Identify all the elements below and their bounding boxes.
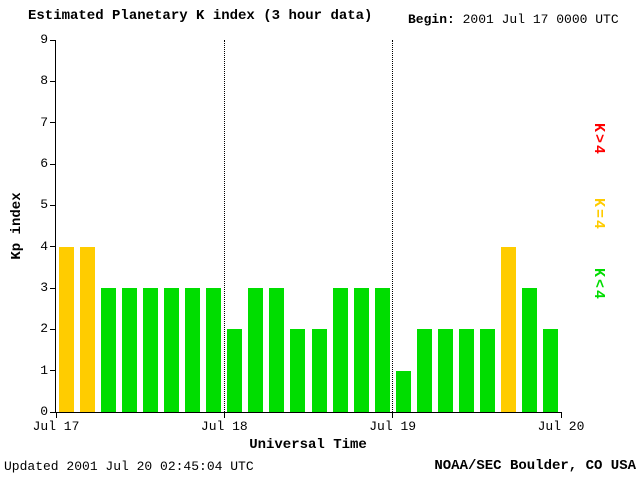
legend-item: K>4 [590, 123, 607, 157]
x-tick-label: Jul 18 [200, 419, 248, 434]
kp-bar [542, 329, 558, 412]
kp-bar [80, 246, 96, 412]
legend: K>4 K=4 K<4 [590, 0, 616, 480]
kp-bar [59, 246, 75, 412]
day-boundary-line [392, 40, 394, 412]
kp-bar [206, 288, 222, 412]
kp-bar [164, 288, 180, 412]
x-tick-label: Jul 19 [369, 419, 417, 434]
y-tick-mark [50, 370, 56, 372]
begin-timestamp: Begin: 2001 Jul 17 0000 UTC [408, 12, 619, 27]
y-tick-label: 2 [40, 321, 48, 337]
y-tick-mark [50, 246, 56, 248]
y-tick-mark [50, 163, 56, 165]
updated-timestamp: Updated 2001 Jul 20 02:45:04 UTC [4, 459, 254, 474]
legend-item: K=4 [590, 198, 607, 232]
kp-bar [185, 288, 201, 412]
kp-bar [416, 329, 432, 412]
y-axis-label: Kp index [9, 192, 25, 260]
x-axis-label: Universal Time [249, 437, 367, 453]
y-tick-mark [50, 411, 56, 413]
y-tick-label: 8 [40, 73, 48, 89]
kp-bar [248, 288, 264, 412]
kp-bar [458, 329, 474, 412]
begin-value: 2001 Jul 17 0000 UTC [462, 12, 619, 27]
kp-bar [227, 329, 243, 412]
kp-bar [311, 329, 327, 412]
y-tick-mark [50, 328, 56, 330]
y-tick-mark [50, 39, 56, 41]
kp-bar [332, 288, 348, 412]
y-tick-label: 1 [40, 362, 48, 378]
day-boundary-line [223, 40, 225, 412]
kp-bar [290, 329, 306, 412]
y-tick-mark [50, 80, 56, 82]
begin-label: Begin: [408, 12, 455, 27]
kp-bar [101, 288, 117, 412]
y-tick-mark [50, 287, 56, 289]
y-tick-label: 4 [40, 238, 48, 254]
kp-bar [395, 370, 411, 412]
x-tick-label: Jul 17 [32, 419, 80, 434]
y-tick-label: 6 [40, 156, 48, 171]
kp-bar [374, 288, 390, 412]
y-tick-mark [50, 122, 56, 124]
x-tick-label: Jul 20 [537, 419, 585, 434]
y-tick-label: 9 [40, 32, 48, 47]
kp-bar [122, 288, 138, 412]
x-tick-mark [55, 412, 57, 418]
kp-bar [353, 288, 369, 412]
kp-bar [143, 288, 159, 412]
y-tick-label: 5 [40, 197, 48, 213]
source-credit: NOAA/SEC Boulder, CO USA [434, 458, 636, 474]
y-tick-label: 7 [40, 114, 48, 130]
kp-bar [479, 329, 495, 412]
kp-bar [521, 288, 537, 412]
kp-bar [437, 329, 453, 412]
plot-area: 0 1 2 3 4 5 6 7 8 9 Jul 17 Jul 18 Jul 19 Jul 20 [33, 32, 585, 434]
y-tick-label: 3 [40, 280, 48, 295]
y-tick-mark [50, 204, 56, 206]
kp-bar [269, 288, 285, 412]
y-tick-label: 0 [40, 404, 48, 419]
chart-title: Estimated Planetary K index (3 hour data… [28, 8, 373, 24]
legend-item: K<4 [590, 268, 607, 302]
x-tick-mark [392, 412, 394, 418]
x-tick-mark [223, 412, 225, 418]
x-tick-mark [560, 412, 562, 418]
kp-bar [500, 246, 516, 412]
